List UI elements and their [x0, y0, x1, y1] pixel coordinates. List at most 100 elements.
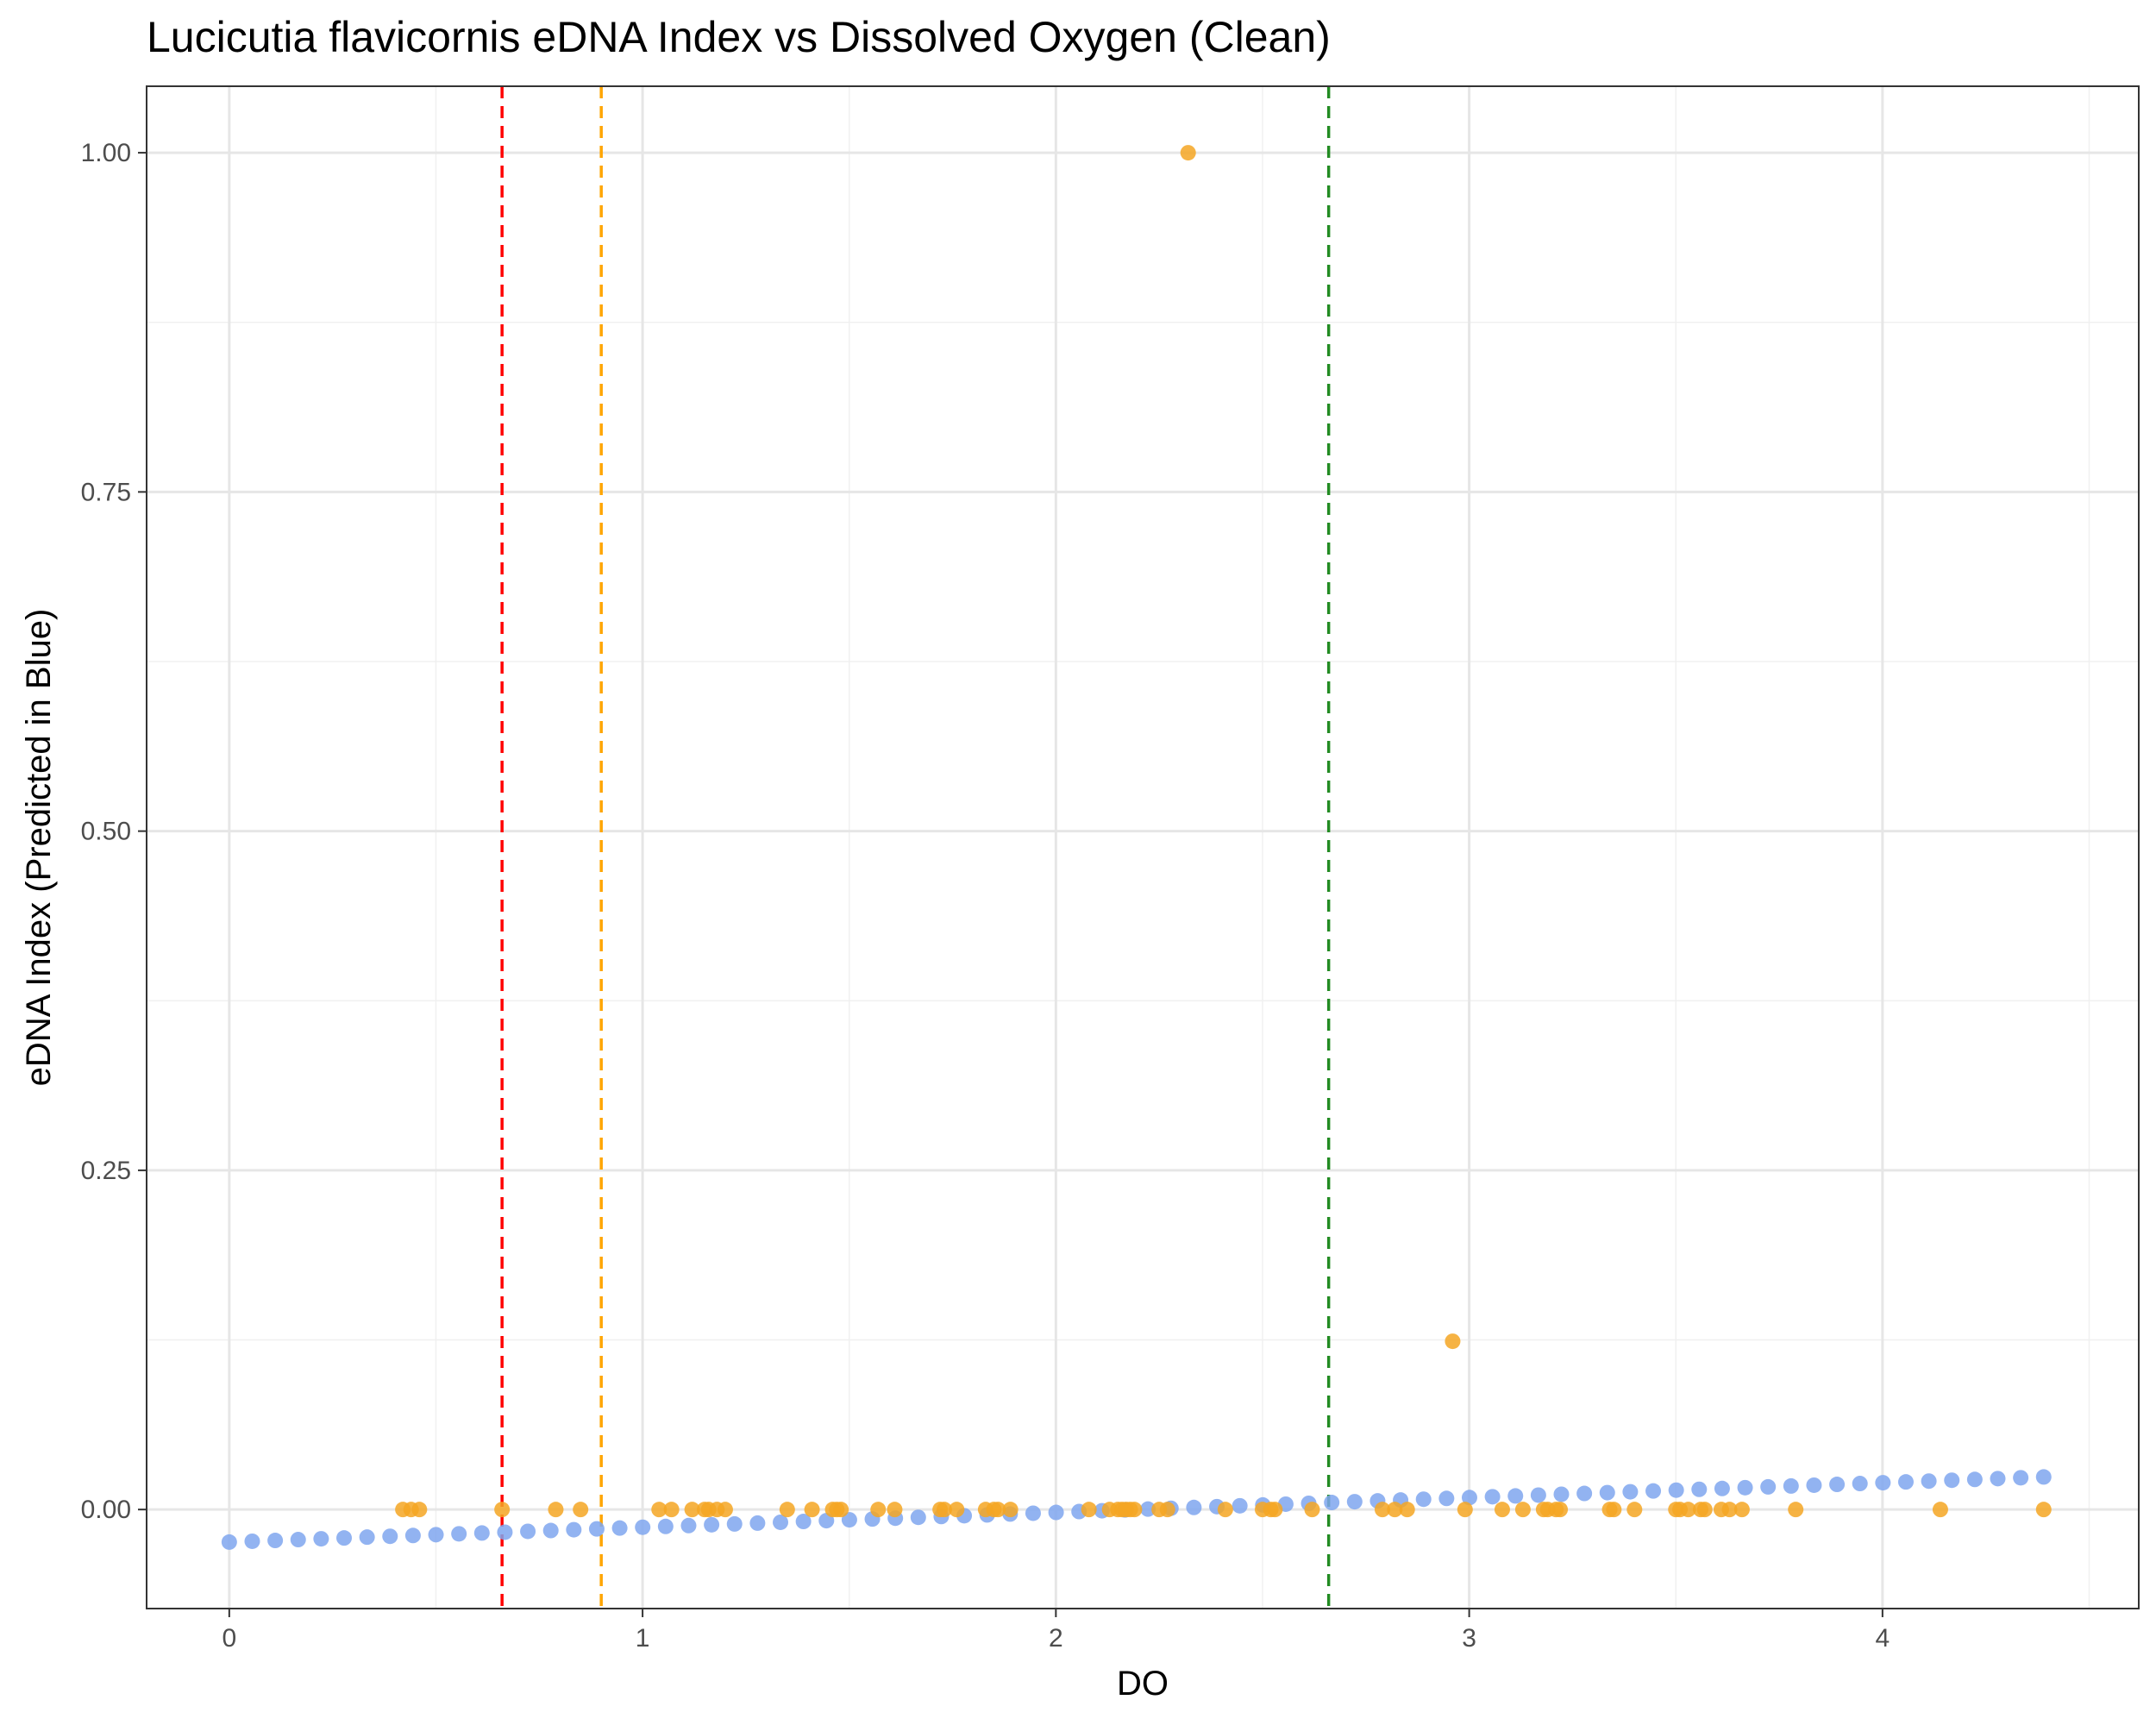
predicted-point	[1484, 1489, 1501, 1505]
observed-point	[651, 1502, 667, 1518]
observed-point	[1788, 1502, 1804, 1518]
grid-lines	[147, 86, 2139, 1609]
x-tick-label: 4	[1876, 1624, 1890, 1653]
predicted-point	[680, 1517, 697, 1534]
predicted-point	[1875, 1475, 1891, 1491]
predicted-point	[290, 1532, 306, 1548]
observed-point	[1445, 1333, 1461, 1350]
predicted-point	[1140, 1501, 1156, 1517]
predicted-point	[1438, 1490, 1455, 1507]
observed-point	[548, 1502, 564, 1518]
predicted-point	[404, 1527, 421, 1544]
predicted-point	[497, 1524, 513, 1540]
predicted-point	[1599, 1484, 1615, 1501]
observed-point	[1680, 1502, 1696, 1518]
predicted-point	[1553, 1486, 1570, 1502]
observed-point	[1733, 1502, 1750, 1518]
predicted-point	[1622, 1484, 1639, 1500]
predicted-point	[451, 1526, 467, 1542]
observed-point	[1304, 1502, 1320, 1518]
predicted-point	[1829, 1477, 1846, 1493]
observed-point	[1159, 1502, 1175, 1518]
observed-point	[573, 1502, 589, 1518]
observed-point	[1606, 1502, 1622, 1518]
observed-point	[1217, 1502, 1233, 1518]
y-tick-label: 0.00	[81, 1496, 131, 1524]
x-tick-label: 3	[1462, 1624, 1476, 1653]
predicted-point	[359, 1529, 375, 1546]
predicted-point	[1944, 1472, 1960, 1489]
x-axis-title: DO	[1117, 1665, 1169, 1703]
predicted-point	[382, 1528, 398, 1545]
predicted-point	[1806, 1477, 1822, 1493]
observed-point	[1494, 1502, 1510, 1518]
predicted-point	[2013, 1470, 2029, 1486]
predicted-point	[1645, 1483, 1662, 1499]
predicted-point	[1668, 1482, 1684, 1498]
observed-point	[1696, 1502, 1713, 1518]
predicted-point	[1921, 1473, 1937, 1490]
observed-point	[1399, 1502, 1415, 1518]
x-tick-label: 0	[222, 1624, 237, 1653]
predicted-point	[473, 1525, 490, 1541]
predicted-point	[1990, 1471, 2006, 1487]
y-axis-title: eDNA Index (Predicted in Blue)	[20, 609, 58, 1087]
predicted-point	[542, 1522, 559, 1539]
predicted-point	[1415, 1491, 1432, 1508]
predicted-point	[588, 1521, 605, 1537]
predicted-point	[221, 1534, 237, 1550]
predicted-point	[1783, 1477, 1799, 1494]
predicted-point	[267, 1533, 284, 1549]
panel-border	[146, 85, 2140, 1609]
y-tick-label: 0.25	[81, 1157, 131, 1185]
predicted-point	[1048, 1504, 1064, 1521]
predicted-point	[566, 1521, 582, 1538]
observed-point	[1552, 1502, 1569, 1518]
predicted-point	[841, 1512, 857, 1528]
predicted-point	[635, 1519, 651, 1535]
observed-point	[1721, 1502, 1738, 1518]
y-tick-label: 0.75	[81, 478, 131, 506]
threshold-lines	[500, 86, 1331, 1609]
x-tick-label: 1	[636, 1624, 650, 1653]
predicted-point	[244, 1533, 260, 1549]
observed-point	[1126, 1502, 1143, 1518]
predicted-point	[1530, 1487, 1546, 1503]
observed-point	[1374, 1502, 1390, 1518]
observed-point	[2035, 1502, 2052, 1518]
predicted-point	[726, 1515, 743, 1532]
observed-point	[887, 1502, 903, 1518]
observed-point	[1180, 145, 1196, 161]
observed-point	[990, 1502, 1006, 1518]
y-axis-ticks: 0.00 0.25 0.50 0.75 1.00	[81, 139, 147, 1524]
chart-title: Lucicutia flavicornis eDNA Index vs Diss…	[147, 13, 1331, 61]
predicted-point	[1737, 1479, 1753, 1496]
predicted-point	[795, 1514, 812, 1530]
predicted-point	[657, 1518, 674, 1534]
predicted-point	[1507, 1488, 1524, 1504]
predicted-point	[1691, 1481, 1708, 1497]
observed-point	[936, 1502, 952, 1518]
predicted-point	[313, 1531, 329, 1547]
observed-point	[1514, 1502, 1531, 1518]
y-tick-label: 0.50	[81, 818, 131, 846]
predicted-point	[1897, 1474, 1914, 1490]
predicted-point	[1966, 1471, 1983, 1488]
y-tick-label: 1.00	[81, 139, 131, 167]
observed-point	[1002, 1502, 1018, 1518]
predicted-point	[704, 1516, 720, 1533]
observed-point	[663, 1502, 680, 1518]
x-axis-ticks: 0 1 2 3 4	[222, 1609, 1890, 1653]
predicted-point	[1576, 1485, 1593, 1502]
observed-point	[717, 1502, 733, 1518]
x-tick-label: 2	[1049, 1624, 1063, 1653]
observed-point	[494, 1502, 511, 1518]
predicted-point	[520, 1523, 536, 1540]
observed-point	[804, 1502, 820, 1518]
predicted-point	[2035, 1469, 2052, 1485]
observed-point	[411, 1502, 428, 1518]
observed-point	[1081, 1502, 1097, 1518]
data-points	[221, 145, 2052, 1550]
predicted-point	[1346, 1494, 1363, 1510]
